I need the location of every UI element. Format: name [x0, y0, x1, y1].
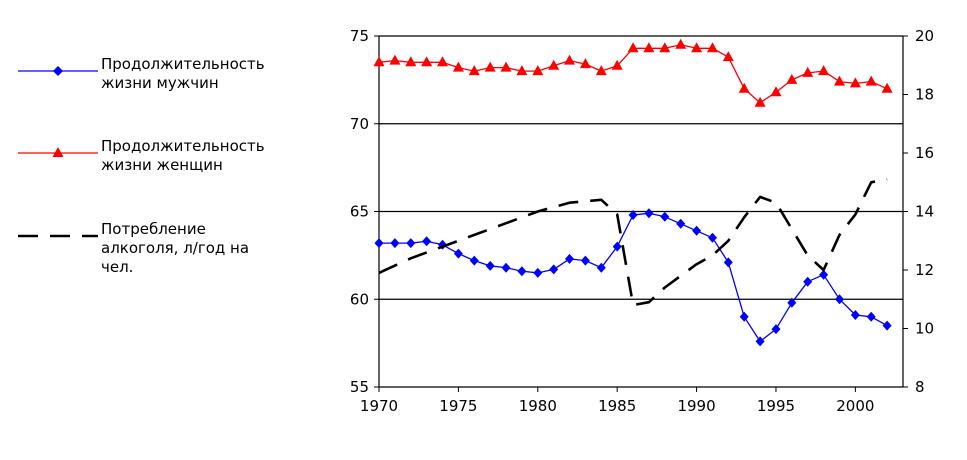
series-0-point-1991	[708, 232, 717, 243]
y-left-tick-label-70: 70	[350, 115, 369, 133]
series-1-point-1983	[579, 58, 591, 69]
series-0-point-1993	[739, 311, 749, 322]
series-1-point-1984	[595, 65, 607, 76]
y-left-tick-label-60: 60	[350, 290, 369, 308]
series-0-point-1977	[485, 260, 495, 271]
series-1-point-1982	[564, 54, 575, 65]
series-1-point-1973	[421, 56, 433, 67]
series-0-point-1990	[692, 225, 702, 236]
series-1-point-1998	[818, 65, 830, 76]
series-0-point-1982	[565, 253, 574, 264]
series-0-point-1983	[580, 255, 590, 266]
legend-sample-alcohol	[18, 234, 98, 238]
y-right-tick-label-8: 8	[915, 378, 925, 396]
series-1-point-1974	[437, 56, 448, 67]
legend-sample-male	[18, 66, 98, 76]
series-0-point-1975	[453, 248, 463, 259]
y-right-tick-label-16: 16	[915, 144, 934, 162]
series-0-point-1979	[517, 266, 527, 277]
y-right-tick-label-12: 12	[915, 261, 934, 279]
y-right-tick-label-14: 14	[915, 203, 934, 221]
series-0-point-2002	[882, 320, 892, 331]
y-right-tick-label-20: 20	[915, 27, 934, 45]
series-1-point-1999	[834, 75, 845, 86]
y-left-tick-label-65: 65	[350, 203, 369, 221]
series-0-point-1980	[533, 267, 543, 278]
series-0-point-1992	[723, 257, 733, 268]
series-0-point-1988	[660, 211, 670, 222]
legend-sample-female	[18, 147, 98, 157]
series-1-point-2001	[865, 75, 877, 86]
series-1-point-2000	[849, 77, 861, 88]
y-left-tick-label-75: 75	[350, 27, 369, 45]
series-1-point-1994	[754, 96, 766, 107]
series-0-point-1998	[819, 269, 829, 280]
series-0-point-1997	[803, 276, 813, 287]
series-0-point-1999	[835, 294, 844, 305]
series-1-point-1979	[516, 65, 528, 76]
x-tick-label-1975: 1975	[439, 397, 477, 415]
series-0-point-1984	[596, 262, 606, 273]
series-1-point-2002	[881, 82, 893, 93]
series-1-point-1971	[389, 54, 401, 65]
series-1-point-1992	[722, 51, 734, 62]
series-1-point-1993	[738, 82, 750, 93]
series-1-point-1985	[611, 59, 623, 70]
series-0-point-1985	[612, 241, 622, 252]
series-0-point-1995	[771, 324, 781, 335]
x-tick-label-1990: 1990	[677, 397, 715, 415]
x-tick-label-1980: 1980	[519, 397, 557, 415]
legend-label-female: Продолжительность жизни женщин	[101, 137, 265, 174]
y-right-tick-label-10: 10	[915, 320, 934, 338]
y-right-tick-label-18: 18	[915, 86, 934, 104]
legend-item-male: Продолжительность жизни мужчин	[18, 55, 348, 95]
series-0-point-2000	[850, 310, 860, 320]
series-1-point-1991	[707, 42, 718, 53]
series-1-point-1972	[405, 56, 417, 67]
series-1-point-1989	[675, 38, 687, 49]
series-line-0	[379, 212, 888, 343]
series-1-point-1977	[484, 61, 496, 72]
series-1-point-1987	[643, 42, 655, 53]
series-0-point-1989	[676, 218, 686, 229]
series-1-point-1976	[468, 65, 480, 76]
y-left-tick-label-55: 55	[350, 378, 369, 396]
series-1-point-1970	[373, 56, 385, 67]
x-tick-label-1985: 1985	[598, 397, 636, 415]
legend-label-alcohol: Потребление алкоголя, л/год на чел.	[101, 220, 250, 276]
series-0-point-1986	[628, 210, 638, 220]
legend-label-male: Продолжительность жизни мужчин	[101, 55, 265, 92]
series-0-point-1994	[755, 336, 765, 347]
x-tick-label-2000: 2000	[836, 397, 874, 415]
series-1-point-1986	[627, 42, 639, 53]
series-1-point-1990	[691, 42, 703, 53]
series-1-point-1997	[802, 66, 814, 77]
series-1-point-1975	[452, 61, 464, 72]
series-line-2	[378, 178, 888, 307]
series-1-point-1996	[786, 73, 798, 84]
series-0-point-2001	[866, 311, 876, 322]
series-0-point-1987	[644, 208, 654, 219]
x-tick-label-1995: 1995	[757, 397, 795, 415]
series-1-point-1981	[548, 59, 560, 70]
series-0-point-1970	[374, 238, 384, 249]
series-0-point-1981	[549, 264, 559, 275]
series-1-point-1980	[532, 65, 544, 76]
x-tick-label-1970: 1970	[360, 397, 398, 415]
series-0-point-1976	[469, 255, 479, 266]
series-1-point-1988	[659, 42, 671, 53]
chart-legend: Продолжительность жизни мужчин Продолжит…	[0, 0, 340, 460]
series-1-point-1978	[500, 61, 512, 72]
series-0-point-1978	[501, 262, 511, 273]
series-1-point-1995	[770, 86, 782, 97]
legend-item-alcohol: Потребление алкоголя, л/год на чел.	[18, 220, 348, 280]
series-0-point-1996	[787, 297, 797, 308]
series-0-point-1971	[390, 238, 400, 249]
legend-item-female: Продолжительность жизни женщин	[18, 137, 348, 177]
series-0-point-1973	[422, 236, 432, 247]
series-0-point-1972	[406, 238, 416, 249]
